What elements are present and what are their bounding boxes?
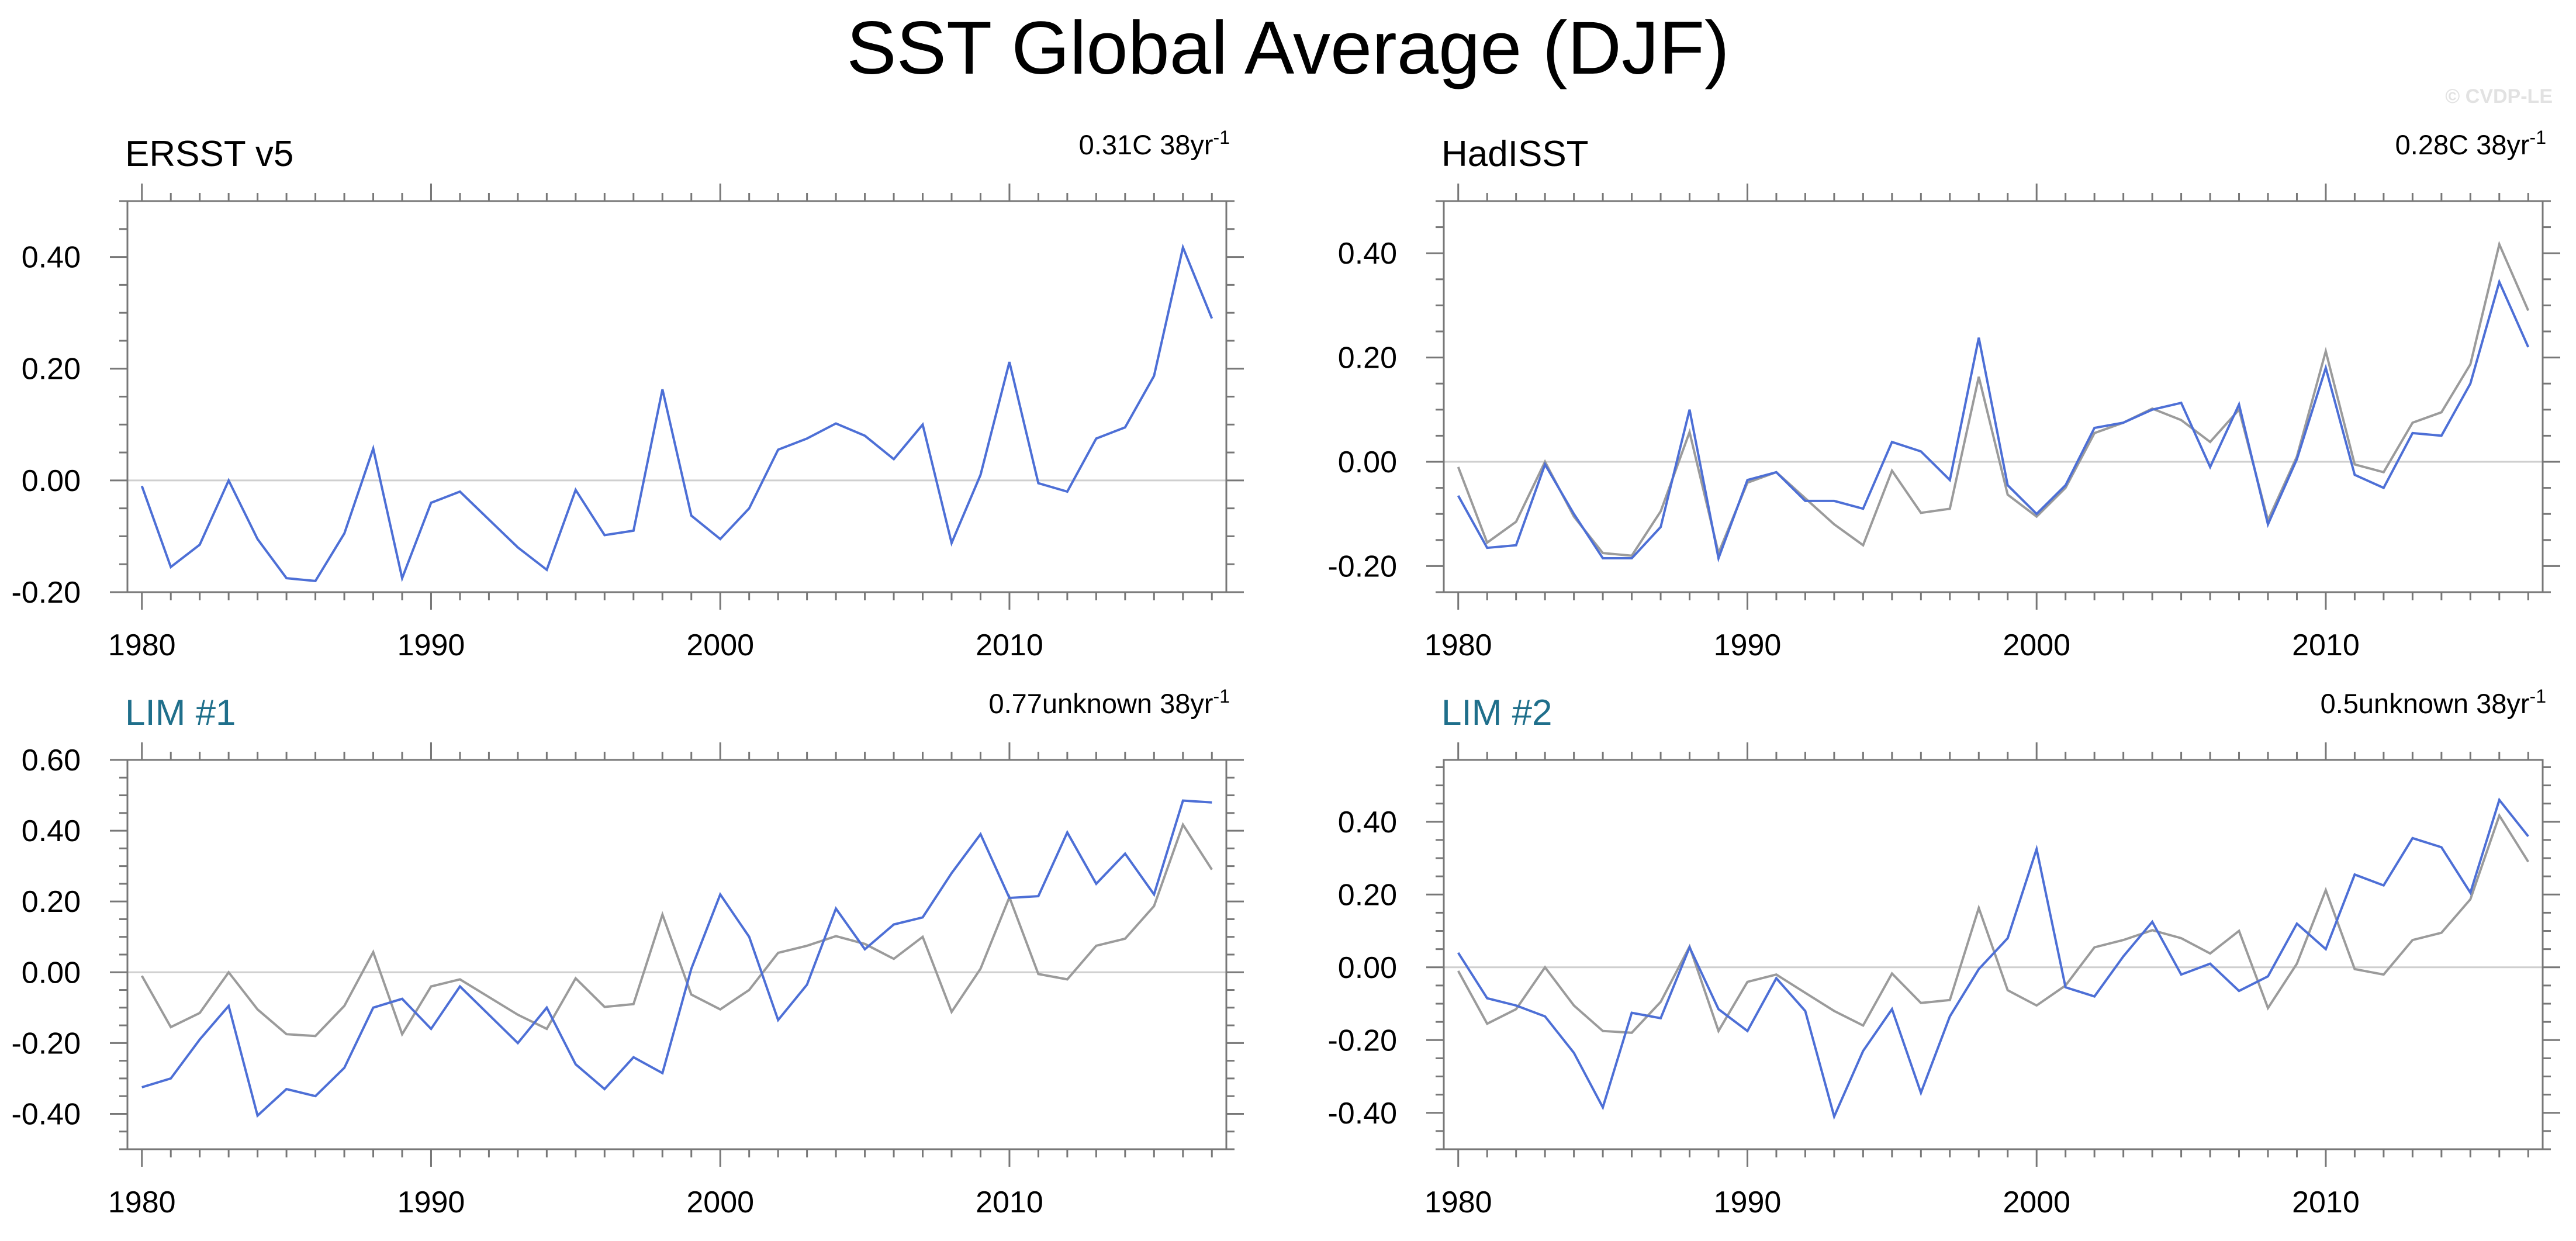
y-tick-label: -0.40 [11, 1097, 81, 1131]
x-tick-label: 1990 [397, 628, 465, 662]
plot-frame [1443, 200, 2544, 593]
y-tick-label: 0.40 [1338, 806, 1397, 839]
x-tick-label: 2000 [686, 1185, 754, 1219]
observed-series-line-panel-3 [140, 822, 1213, 1038]
x-tick-label: 1990 [1714, 628, 1782, 662]
trend-annotation: 0.31C 38yr-1 [1079, 127, 1230, 160]
y-tick-label: 0.20 [22, 885, 81, 919]
main-series-line-panel-2 [1457, 278, 2530, 563]
x-tick-label: 2000 [2003, 628, 2070, 662]
trend-annotation: 0.77unknown 38yr-1 [988, 686, 1230, 719]
y-tick-label: 0.00 [22, 464, 81, 498]
x-tick-label: 2010 [2292, 1185, 2360, 1219]
y-tick-label: 0.20 [22, 352, 81, 386]
observed-series-line-panel-2 [1457, 240, 2530, 557]
y-tick-label: 0.20 [1338, 341, 1397, 375]
y-tick-label: -0.20 [1327, 1024, 1397, 1057]
x-tick-label: 2000 [2003, 1185, 2070, 1219]
page-title: SST Global Average (DJF) [846, 6, 1730, 90]
y-tick-label: 0.00 [22, 956, 81, 990]
main-series-line-panel-3 [141, 799, 1212, 1118]
y-tick-label: 0.00 [1338, 445, 1397, 479]
panel-title: LIM #1 [125, 693, 236, 733]
observed-series-line-panel-4 [1457, 813, 2529, 1034]
main-series-line-panel-4 [1457, 797, 2529, 1120]
main-series-line-panel-1 [140, 243, 1213, 583]
x-tick-label: 2010 [976, 628, 1043, 662]
trend-annotation: 0.28C 38yr-1 [2395, 127, 2546, 160]
y-tick-label: -0.40 [1327, 1097, 1397, 1131]
y-tick-label: -0.20 [1327, 549, 1397, 583]
y-tick-label: 0.40 [22, 814, 81, 848]
y-tick-label: 0.40 [1338, 237, 1397, 271]
y-tick-label: -0.20 [11, 1026, 81, 1060]
panel-title: LIM #2 [1441, 693, 1552, 733]
panel-title: ERSST v5 [125, 134, 293, 174]
plot-frame [1443, 759, 2544, 1150]
watermark: © CVDP-LE [2445, 85, 2553, 108]
y-tick-label: 0.40 [22, 241, 81, 275]
x-tick-label: 2010 [2292, 628, 2360, 662]
y-tick-label: 0.00 [1338, 951, 1397, 985]
x-tick-label: 1980 [1424, 1185, 1492, 1219]
y-tick-label: 0.20 [1338, 878, 1397, 912]
y-tick-label: -0.20 [11, 576, 81, 610]
trend-annotation: 0.5unknown 38yr-1 [2321, 686, 2546, 719]
x-tick-label: 1980 [108, 628, 176, 662]
x-tick-label: 1990 [397, 1185, 465, 1219]
y-tick-label: 0.60 [22, 744, 81, 777]
panel-title: HadISST [1441, 134, 1589, 174]
x-tick-label: 1980 [1424, 628, 1492, 662]
x-tick-label: 1990 [1714, 1185, 1782, 1219]
x-tick-label: 2000 [686, 628, 754, 662]
x-tick-label: 1980 [108, 1185, 176, 1219]
x-tick-label: 2010 [976, 1185, 1043, 1219]
